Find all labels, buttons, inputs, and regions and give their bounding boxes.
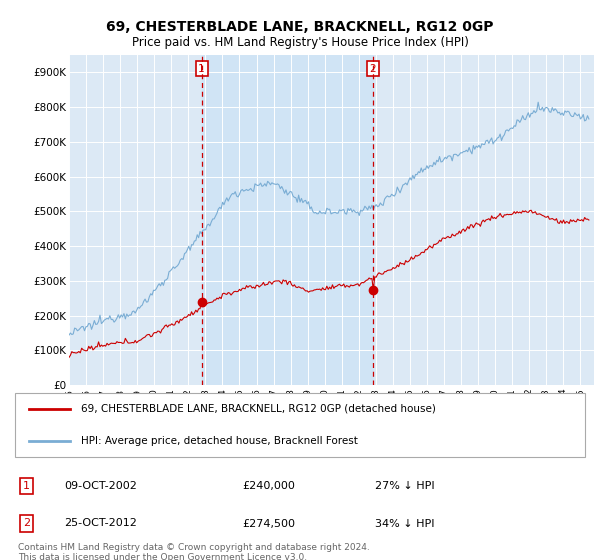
Text: 69, CHESTERBLADE LANE, BRACKNELL, RG12 0GP: 69, CHESTERBLADE LANE, BRACKNELL, RG12 0… [106,20,494,34]
Text: 69, CHESTERBLADE LANE, BRACKNELL, RG12 0GP (detached house): 69, CHESTERBLADE LANE, BRACKNELL, RG12 0… [81,404,436,414]
Text: 34% ↓ HPI: 34% ↓ HPI [375,519,434,529]
Text: £240,000: £240,000 [242,481,295,491]
Text: HPI: Average price, detached house, Bracknell Forest: HPI: Average price, detached house, Brac… [81,436,358,446]
Text: 1: 1 [199,64,205,74]
Text: 1: 1 [23,481,30,491]
Text: 09-OCT-2002: 09-OCT-2002 [64,481,137,491]
Text: Price paid vs. HM Land Registry's House Price Index (HPI): Price paid vs. HM Land Registry's House … [131,36,469,49]
Bar [202,55,373,385]
Text: 2: 2 [23,519,30,529]
Text: 2: 2 [370,64,376,74]
Text: £274,500: £274,500 [242,519,295,529]
Text: Contains HM Land Registry data © Crown copyright and database right 2024.
This d: Contains HM Land Registry data © Crown c… [18,543,370,560]
Text: 27% ↓ HPI: 27% ↓ HPI [375,481,434,491]
Text: 25-OCT-2012: 25-OCT-2012 [64,519,137,529]
FancyBboxPatch shape [15,393,585,457]
